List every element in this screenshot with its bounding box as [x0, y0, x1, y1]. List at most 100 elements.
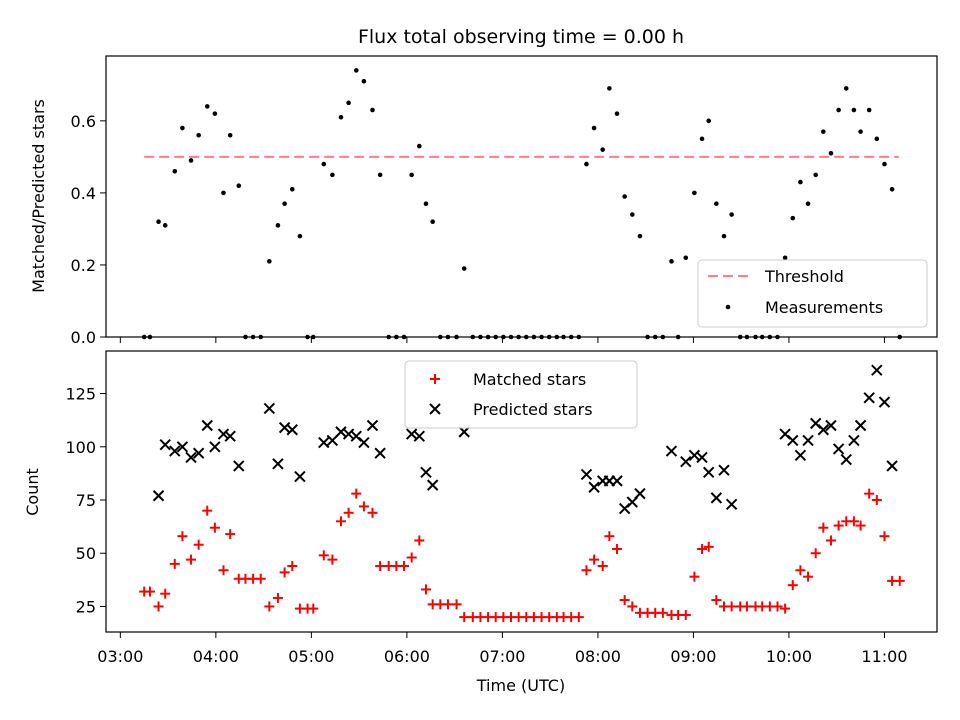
predicted-point-b — [217, 428, 230, 440]
matched-point — [186, 554, 197, 565]
predicted-point — [832, 443, 845, 455]
matched-point — [711, 595, 722, 606]
matched-point — [160, 588, 171, 599]
matched-point — [351, 488, 362, 499]
measurement-point — [243, 334, 248, 340]
bottom-x-ticks: 03:00 04:00 05:00 06:00 07:00 08:00 09:00 10:00… — [97, 632, 908, 666]
bottom-y-tick-label: 100 — [65, 438, 96, 457]
predicted-point — [718, 464, 730, 476]
measurement-point — [584, 161, 589, 167]
predicted-point-b — [718, 464, 730, 476]
predicted-point — [665, 445, 678, 457]
predicted-point-b — [374, 447, 386, 459]
matched-point — [169, 558, 180, 569]
predicted-point — [209, 441, 221, 453]
matched-point — [864, 488, 875, 499]
measurement-point — [531, 334, 537, 340]
measurement-point — [438, 334, 443, 340]
measurement-point — [866, 107, 872, 113]
matched-point — [689, 571, 700, 582]
predicted-point-b — [426, 479, 439, 491]
matched-point — [318, 550, 329, 561]
predicted-point-b — [680, 455, 692, 468]
predicted-point-b — [840, 453, 852, 466]
matched-point — [406, 552, 417, 563]
measurement-point — [843, 86, 849, 91]
predicted-point-b — [825, 419, 837, 432]
measurement-point — [600, 147, 605, 152]
predicted-point — [825, 419, 837, 432]
matched-points — [139, 488, 905, 623]
measurement-point — [156, 219, 161, 225]
measurement-point — [470, 334, 476, 340]
predicted-point — [848, 434, 860, 447]
predicted-point — [413, 430, 426, 442]
predicted-point — [176, 441, 189, 453]
measurement-point — [889, 186, 895, 192]
predicted-point — [192, 447, 205, 459]
measurement-point — [275, 223, 281, 228]
predicted-point — [263, 402, 276, 415]
measurement-point — [622, 194, 627, 199]
measurement-point — [759, 334, 765, 340]
matched-point — [612, 543, 623, 554]
matched-point — [264, 601, 275, 612]
matched-point — [879, 531, 890, 542]
measurement-point — [516, 334, 521, 340]
bottom-legend-box — [404, 360, 638, 429]
measurement-point — [361, 78, 367, 84]
matched-point — [367, 507, 378, 518]
measurement-point — [330, 172, 335, 178]
matched-point — [855, 520, 866, 531]
matched-point — [871, 495, 882, 506]
measurement-point — [430, 219, 435, 225]
x-tick-label: 11:00 — [861, 647, 907, 666]
measurement-point — [478, 334, 483, 340]
measurement-point — [423, 201, 429, 207]
bottom-y-axis-label: Count — [23, 468, 42, 516]
predicted-point-b — [350, 430, 362, 442]
predicted-point-b — [169, 445, 181, 457]
predicted-point — [863, 392, 875, 404]
measurement-point — [282, 201, 287, 207]
matched-point — [833, 520, 844, 531]
matched-point — [375, 561, 386, 572]
measurement-point — [401, 334, 407, 340]
measurement-point — [508, 334, 514, 340]
legend-matched-swatch — [430, 374, 440, 384]
measurement-point — [554, 334, 560, 340]
measurement-point — [568, 334, 574, 340]
predicted-point — [426, 479, 439, 491]
bottom-y-ticks: 25 50 75 100 125 — [65, 385, 106, 616]
predicted-point-b — [611, 475, 623, 487]
matched-point — [209, 522, 220, 533]
predicted-point-b — [665, 445, 678, 457]
predicted-point — [318, 436, 330, 449]
matched-point — [335, 516, 346, 527]
predicted-point-b — [848, 434, 860, 447]
matched-point — [202, 505, 213, 516]
measurement-point — [353, 68, 359, 73]
x-tick-label: 03:00 — [97, 647, 143, 666]
matched-point — [272, 592, 283, 603]
matched-point — [787, 580, 798, 591]
predicted-point-b — [192, 447, 205, 459]
measurement-point — [338, 114, 344, 120]
matched-point — [343, 507, 354, 518]
matched-point — [741, 601, 752, 612]
matched-point — [218, 565, 229, 576]
predicted-point-b — [878, 396, 891, 408]
measurement-point — [699, 136, 705, 142]
matched-point — [442, 599, 453, 610]
measurement-point — [212, 111, 218, 116]
predicted-point — [611, 475, 623, 487]
top-y-axis-label: Matched/Predicted stars — [29, 99, 48, 293]
measurement-point — [141, 334, 147, 340]
matched-point — [414, 535, 425, 546]
measurement-point — [805, 201, 811, 207]
predicted-point — [725, 498, 738, 510]
measurement-point — [813, 172, 818, 178]
x-tick-label: 10:00 — [766, 647, 812, 666]
matched-point — [451, 599, 462, 610]
measurement-point — [196, 132, 201, 138]
